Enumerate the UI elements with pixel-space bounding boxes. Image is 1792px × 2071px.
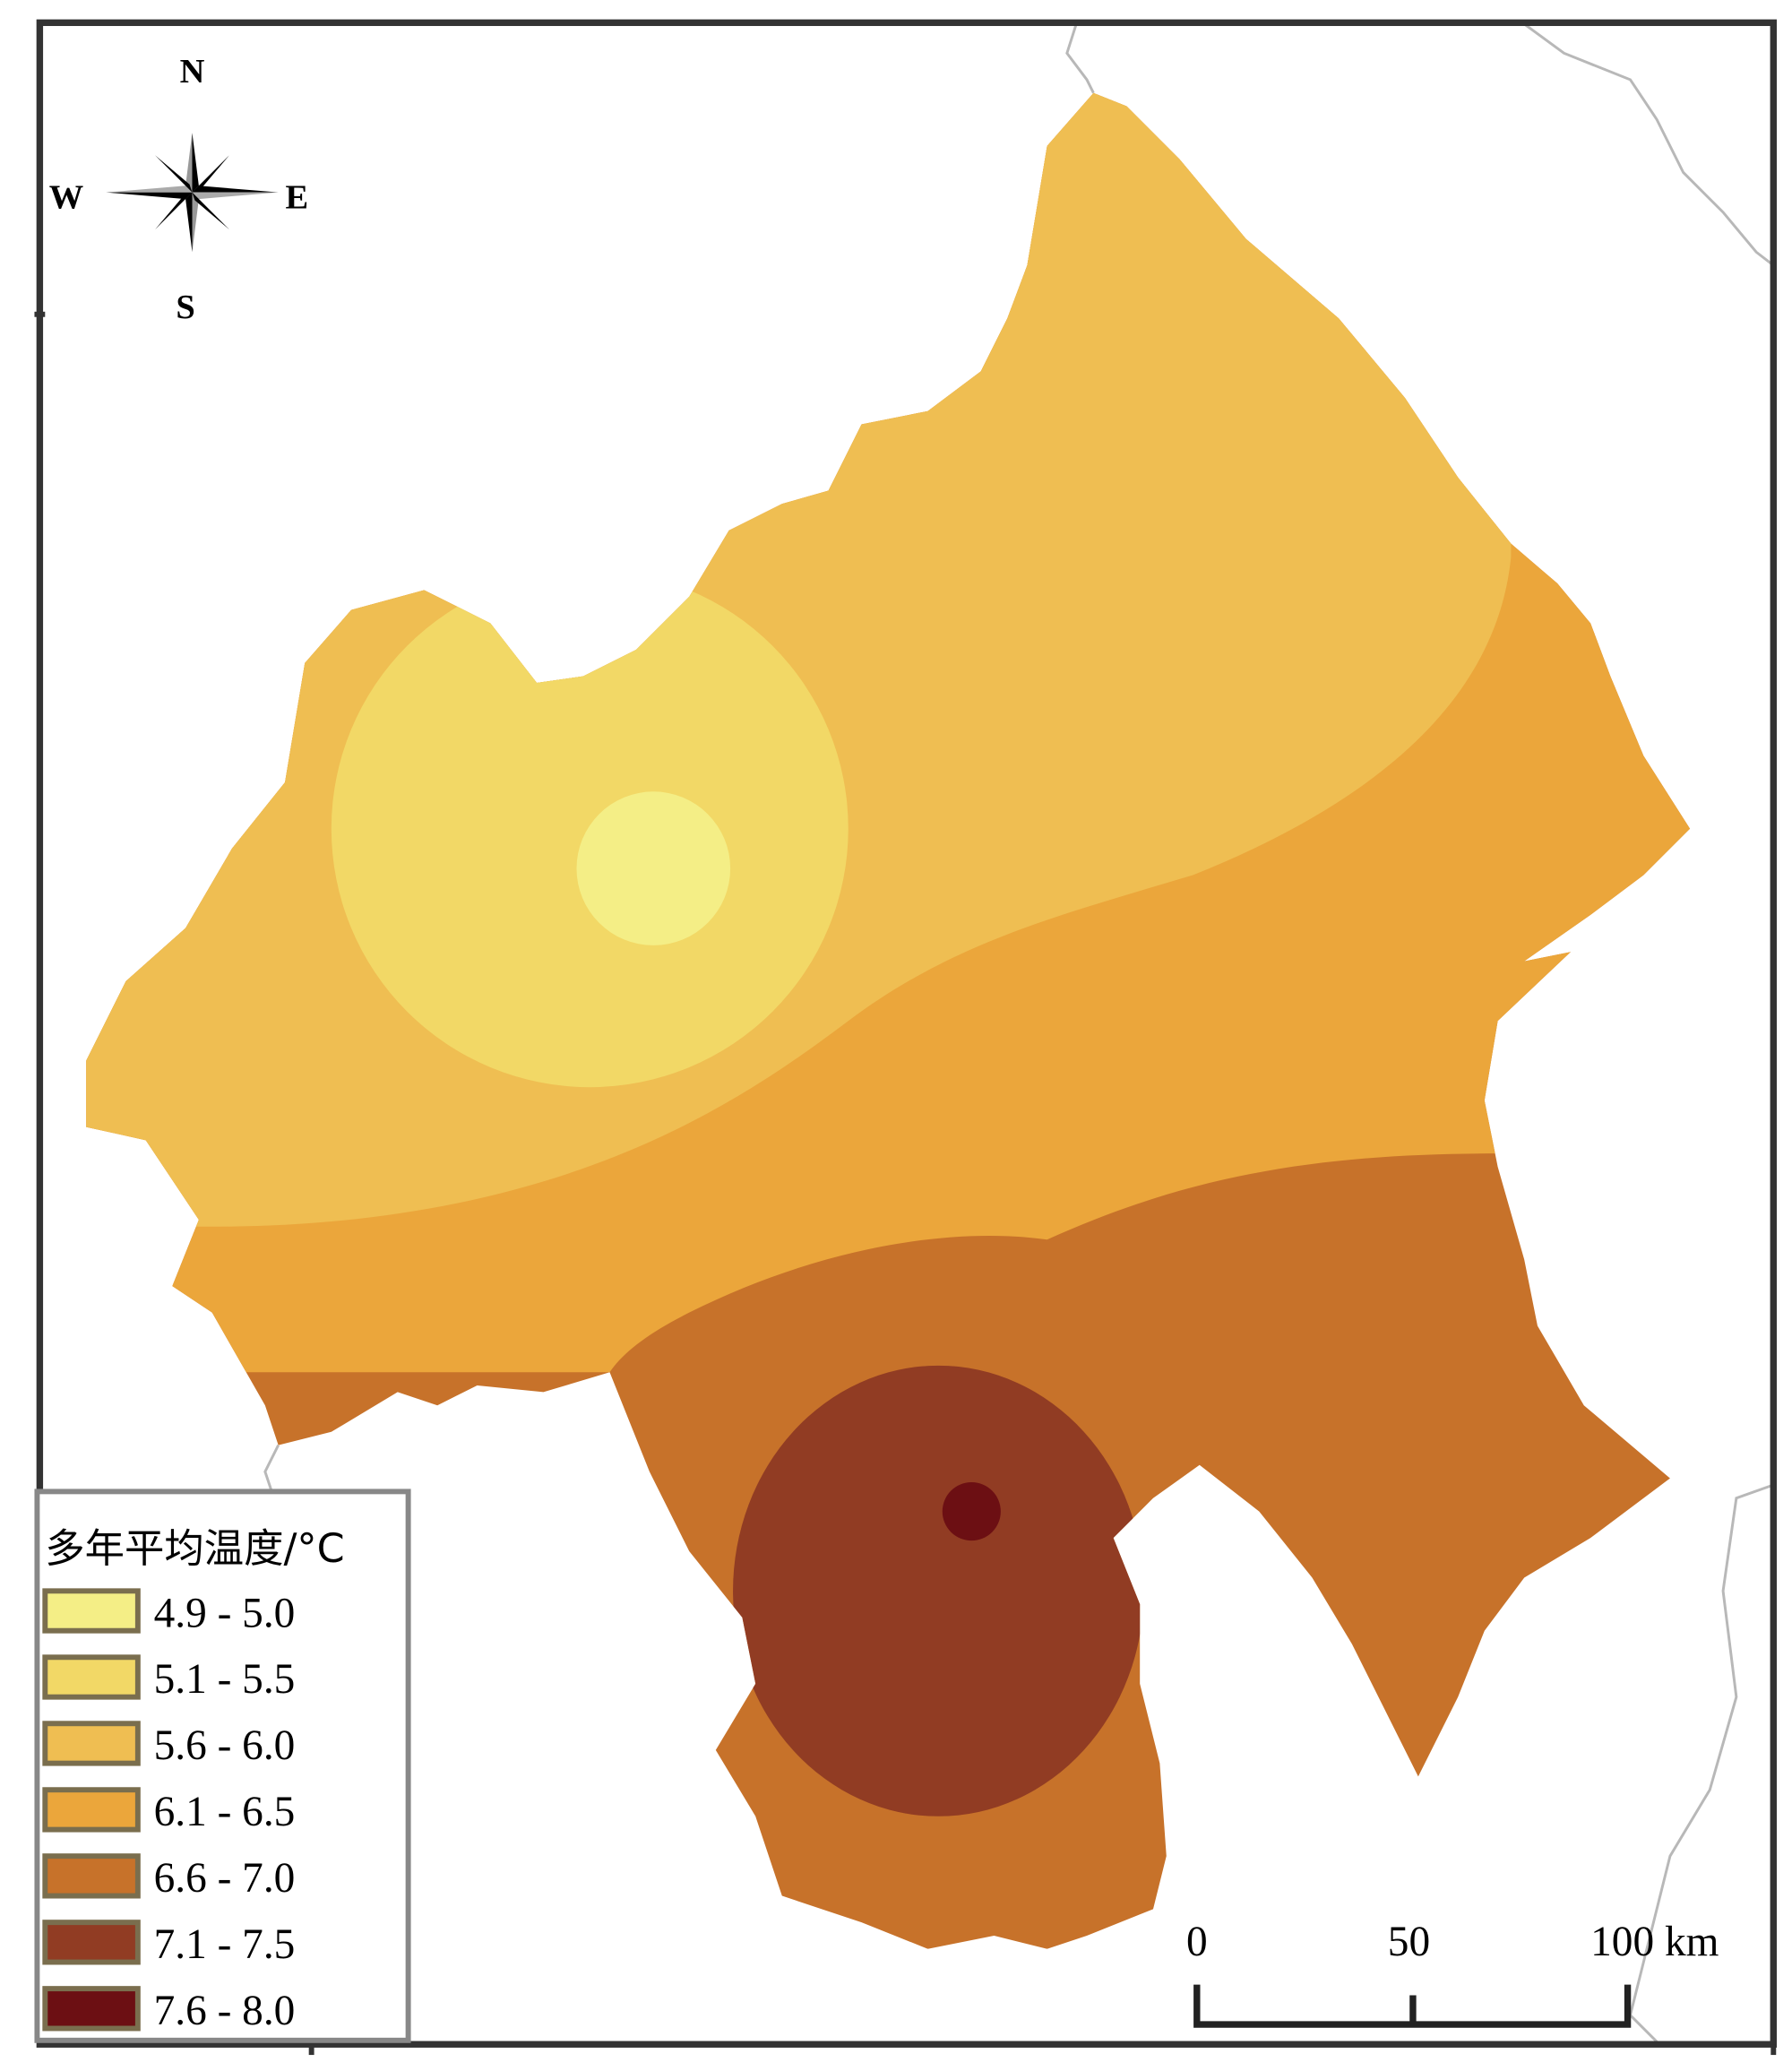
zone-7.6-8.0 xyxy=(942,1482,1001,1541)
legend-item: 5.6 - 6.0 xyxy=(42,1721,296,1769)
compass-south-label: S xyxy=(176,289,194,326)
legend-swatch xyxy=(42,1853,141,1899)
legend-item: 7.1 - 7.5 xyxy=(42,1920,296,1968)
north-arrow-compass: N S E W xyxy=(49,53,308,326)
legend-item: 6.1 - 6.5 xyxy=(42,1787,296,1835)
compass-east-label: E xyxy=(286,178,309,216)
legend: 多年平均温度/°C 4.9 - 5.0 5.1 - 5.5 5.6 - 6.0 6.1… xyxy=(34,1489,411,2043)
legend-swatch xyxy=(42,1654,141,1700)
legend-swatch xyxy=(42,1588,141,1634)
legend-label: 7.1 - 7.5 xyxy=(154,1921,296,1968)
zone-7.1-7.5 xyxy=(733,1365,1144,1816)
legend-swatch xyxy=(42,1787,141,1833)
legend-swatch xyxy=(42,1986,141,2032)
scale-bar: 0 50 100 km xyxy=(1186,1919,1719,2028)
legend-label: 5.1 - 5.5 xyxy=(154,1656,296,1703)
frame-ticks xyxy=(34,20,1777,2056)
legend-swatch xyxy=(42,1920,141,1965)
legend-title: 多年平均温度/°C xyxy=(45,1526,344,1572)
legend-item: 4.9 - 5.0 xyxy=(42,1588,296,1636)
legend-label: 7.6 - 8.0 xyxy=(154,1988,296,2034)
compass-west-label: W xyxy=(49,178,83,216)
legend-label: 4.9 - 5.0 xyxy=(154,1590,296,1636)
legend-item: 7.6 - 8.0 xyxy=(42,1986,296,2034)
legend-item: 6.6 - 7.0 xyxy=(42,1853,296,1902)
legend-swatch xyxy=(42,1721,141,1766)
scale-label-50: 50 xyxy=(1388,1919,1430,1965)
scale-label-0: 0 xyxy=(1186,1919,1208,1965)
neighbor-boundaries xyxy=(263,22,1775,2043)
legend-item: 5.1 - 5.5 xyxy=(42,1654,296,1703)
zone-4.9-5.0 xyxy=(576,791,731,945)
scale-label-100km: 100 km xyxy=(1590,1919,1719,1965)
legend-label: 6.6 - 7.0 xyxy=(154,1855,296,1902)
compass-north-label: N xyxy=(180,53,205,91)
compass-rose-icon xyxy=(106,133,279,253)
legend-label: 5.6 - 6.0 xyxy=(154,1722,296,1769)
map-frame xyxy=(36,19,1777,2048)
legend-label: 6.1 - 6.5 xyxy=(154,1789,296,1835)
